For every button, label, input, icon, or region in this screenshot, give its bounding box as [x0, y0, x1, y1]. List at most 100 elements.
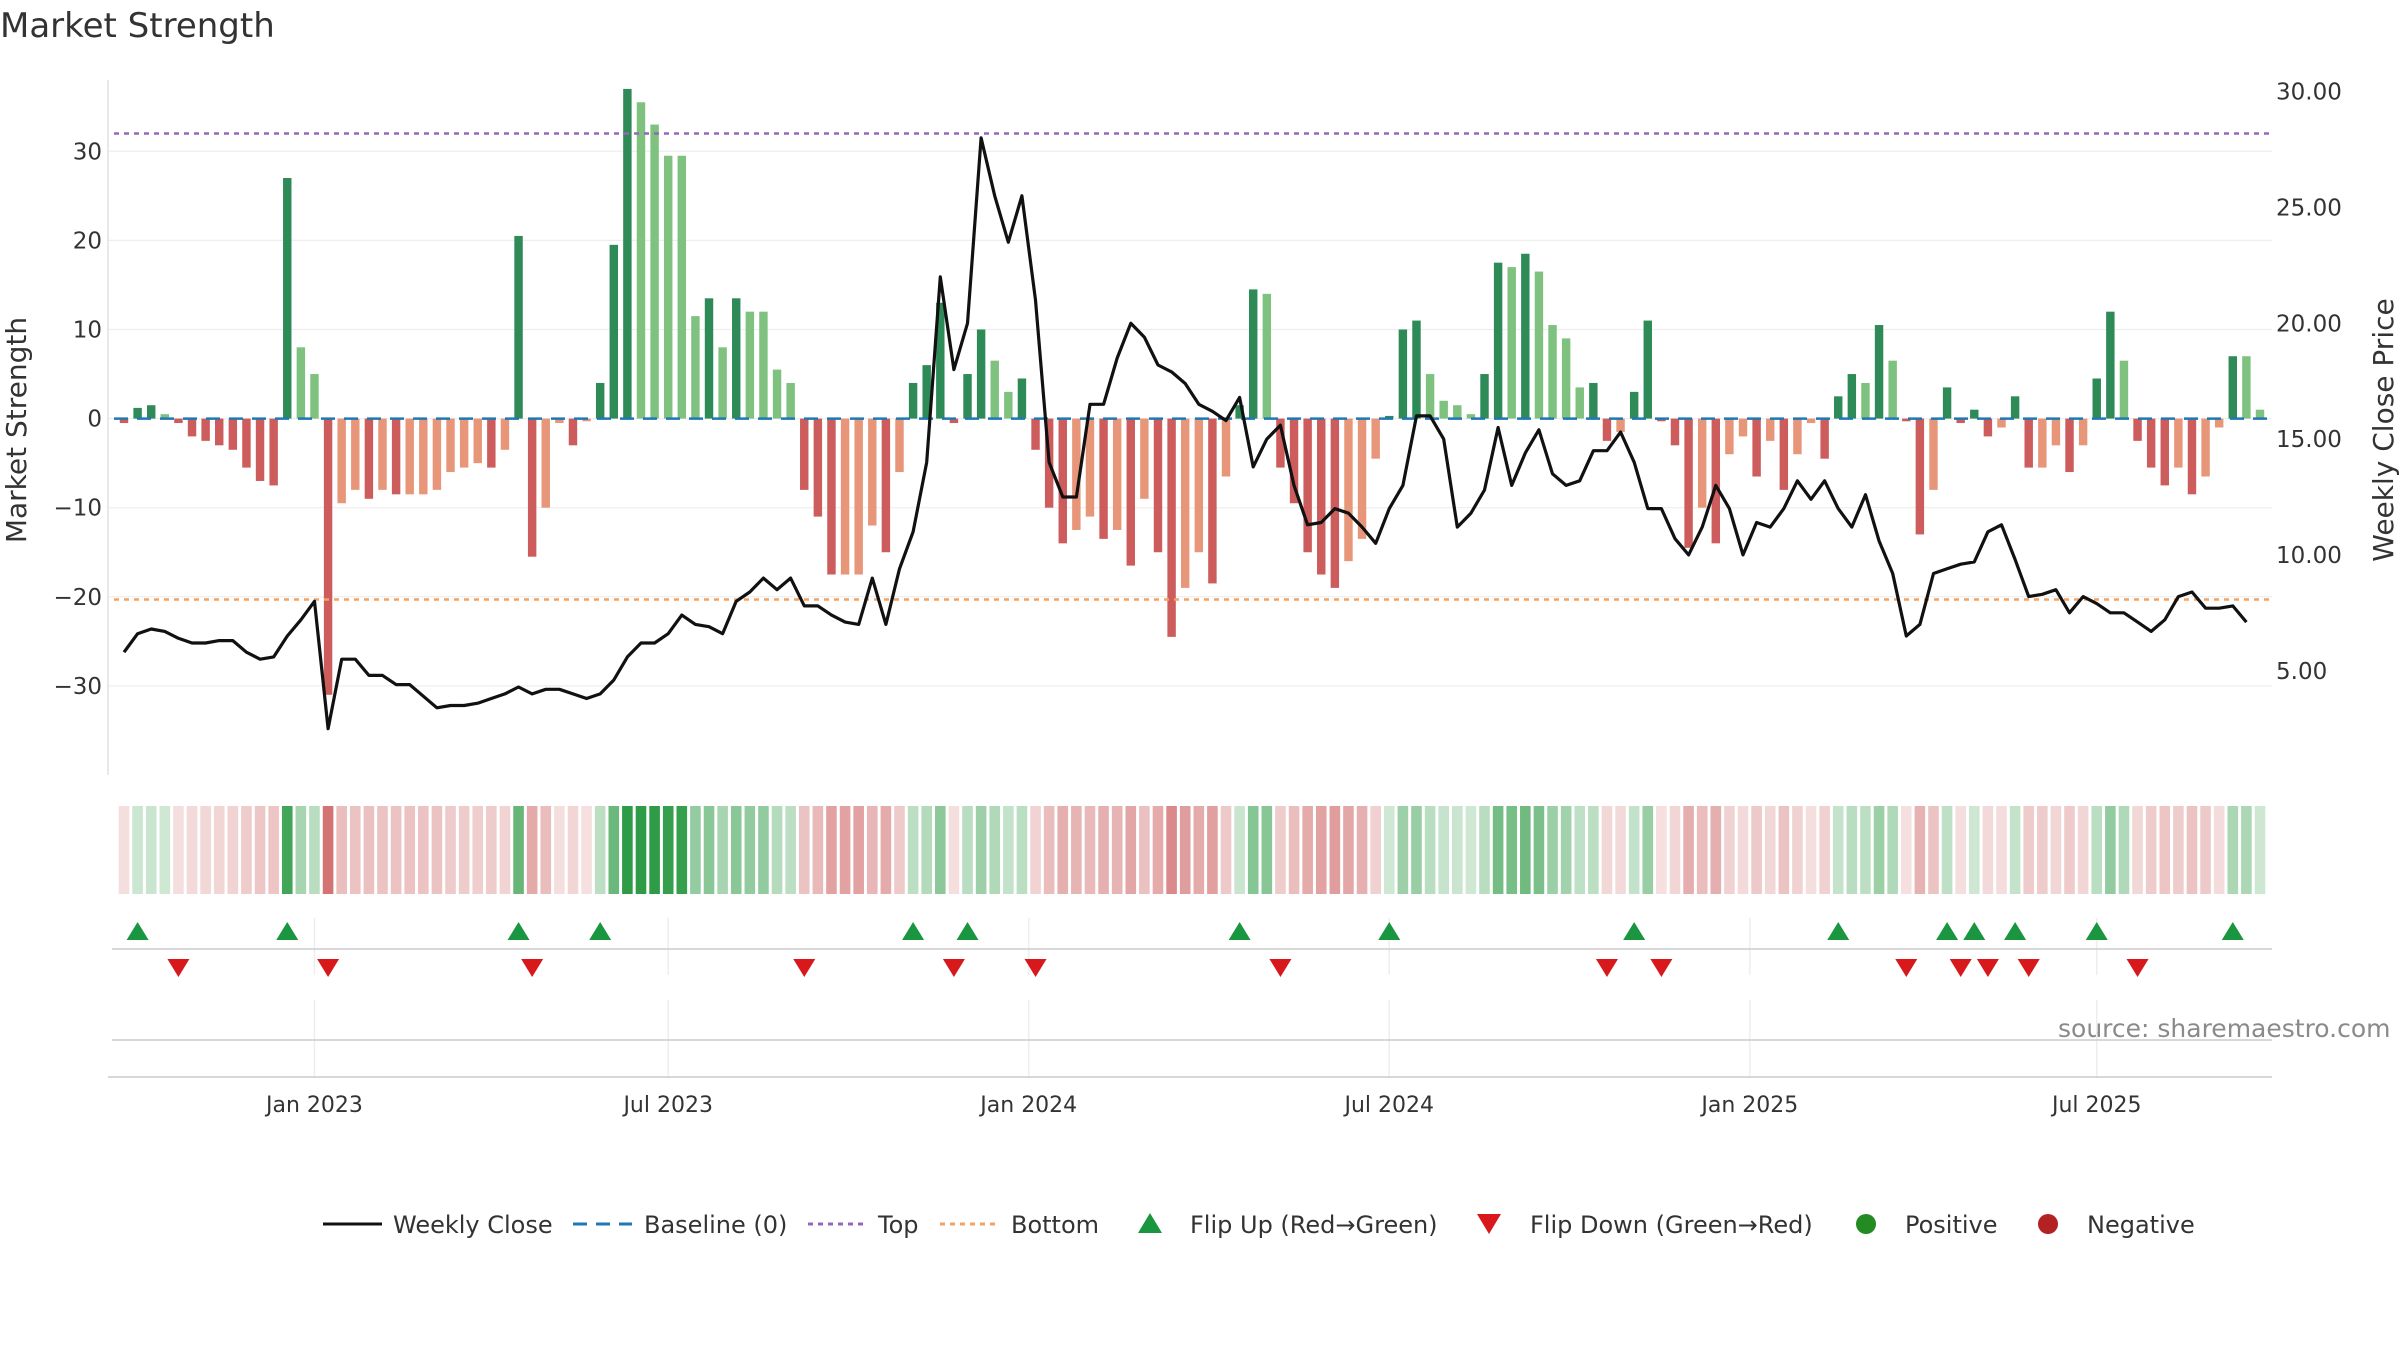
legend-item-flip-down: Flip Down (Green→Red) — [1477, 1211, 1813, 1239]
flip-down-marker — [1895, 959, 1918, 977]
heat-cell — [1846, 806, 1858, 894]
heat-cell — [1588, 806, 1599, 894]
heat-cell — [1574, 806, 1586, 894]
strength-bar — [1344, 418, 1353, 562]
heat-cell — [1669, 806, 1681, 894]
y-tick-label: 20 — [73, 228, 102, 254]
heat-cell — [1043, 806, 1055, 894]
heat-cell — [390, 806, 402, 894]
heat-cell — [540, 806, 552, 894]
heat-cell — [1397, 806, 1409, 894]
heat-cell — [145, 806, 157, 894]
strength-bar — [922, 365, 931, 419]
heat-cell — [880, 806, 892, 894]
heat-cell — [1329, 806, 1341, 894]
strength-bar — [990, 360, 999, 419]
x-tick-label: Jul 2023 — [621, 1093, 713, 1118]
strength-bar — [2133, 418, 2142, 441]
flip-down-marker — [167, 959, 190, 977]
heat-cell — [1451, 806, 1463, 894]
strength-bar — [704, 298, 714, 419]
flip-up-marker — [956, 922, 979, 940]
heat-cell — [1928, 806, 1939, 894]
heat-cell — [948, 806, 960, 894]
heat-cell — [2132, 806, 2143, 894]
legend-item-baseline: Baseline (0) — [573, 1211, 787, 1239]
strength-bar — [1425, 374, 1435, 419]
heat-cell — [975, 806, 987, 894]
strength-bar — [1235, 405, 1244, 419]
heat-cell — [1656, 806, 1667, 894]
strength-bar — [215, 418, 224, 446]
heat-cell — [1696, 806, 1708, 894]
strength-bar — [174, 418, 183, 424]
strength-bar — [1956, 418, 1965, 424]
close-line-layer — [122, 136, 2248, 731]
strength-bar — [881, 418, 891, 553]
y2-tick-label: 5.00 — [2276, 659, 2327, 685]
strength-bar — [1507, 267, 1516, 419]
heat-cell — [1057, 806, 1069, 894]
x-tick-label: Jan 2023 — [264, 1093, 363, 1118]
legend-label-baseline: Baseline (0) — [644, 1211, 787, 1239]
legend-label-negative: Negative — [2087, 1211, 2195, 1239]
strength-bar — [1072, 418, 1081, 530]
heat-cell — [1873, 806, 1885, 894]
y-tick-label: 10 — [73, 317, 102, 343]
flip-down-marker — [942, 959, 965, 977]
heat-cell — [418, 806, 429, 894]
y2-tick-label: 20.00 — [2276, 311, 2342, 337]
strength-bar — [1684, 418, 1693, 548]
flip-up-marker — [2004, 922, 2027, 940]
heat-cell — [1642, 806, 1654, 894]
strength-bar — [269, 418, 278, 486]
strength-bar — [1820, 418, 1829, 459]
strength-bar — [854, 418, 863, 575]
strength-bar — [1752, 418, 1761, 477]
heat-cell — [445, 806, 456, 894]
strength-bar — [1997, 418, 2006, 428]
legend-item-negative: Negative — [2038, 1211, 2195, 1239]
strength-bar — [1099, 418, 1108, 539]
heat-cell — [458, 806, 470, 894]
heat-cell — [1764, 806, 1776, 894]
flip-up-marker — [1827, 922, 1850, 940]
strength-bar — [1058, 418, 1067, 544]
heat-cell — [2009, 806, 2021, 894]
heat-cell — [526, 806, 538, 894]
strength-bar — [459, 418, 469, 468]
heat-cell — [1832, 806, 1844, 894]
strength-bar — [1575, 387, 1584, 419]
y-tick-label: −30 — [53, 674, 102, 700]
strength-bar — [2092, 378, 2101, 419]
heat-cell — [1710, 806, 1722, 894]
x-tick-label: Jan 2025 — [1699, 1093, 1798, 1118]
heat-cell — [1111, 806, 1123, 894]
y-axis-title: Market Strength — [0, 317, 33, 543]
positive-dot-icon — [1856, 1214, 1876, 1234]
flip-down-icon — [1477, 1214, 1501, 1234]
heat-cell — [499, 806, 511, 894]
legend-label-flip-down: Flip Down (Green→Red) — [1530, 1211, 1813, 1239]
heat-cell — [173, 806, 184, 894]
strength-bar — [351, 418, 360, 490]
negative-dot-icon — [2038, 1214, 2058, 1234]
heat-cell — [581, 806, 592, 894]
strength-bar — [146, 405, 156, 419]
heat-cell — [758, 806, 769, 894]
heat-cell — [1819, 806, 1830, 894]
heat-cell — [1383, 806, 1395, 894]
heat-cell — [649, 806, 660, 894]
strength-bar — [908, 382, 918, 419]
strength-bar — [1180, 418, 1190, 588]
strength-bar — [2214, 418, 2224, 428]
strength-bar — [1534, 271, 1544, 419]
heat-cell — [1016, 806, 1028, 894]
heat-cell — [2050, 806, 2062, 894]
flip-up-marker — [126, 922, 149, 940]
strength-bar — [446, 418, 455, 473]
heat-cell — [1152, 806, 1164, 894]
heat-cell — [2200, 806, 2211, 894]
heat-cell — [377, 806, 388, 894]
strength-bar — [337, 418, 346, 504]
